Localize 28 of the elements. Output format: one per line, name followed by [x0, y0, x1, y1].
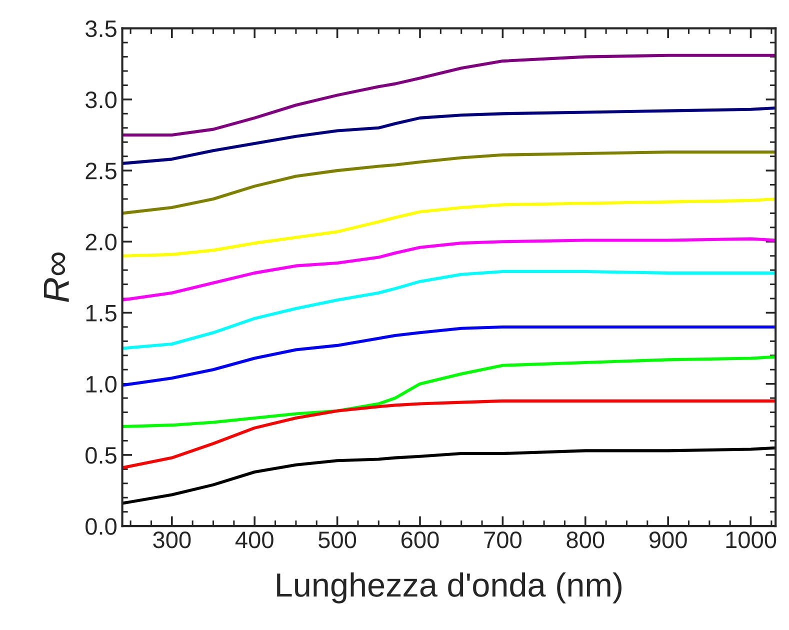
y-tick-label: 0.5 — [86, 447, 116, 464]
y-tick-label: 2.5 — [86, 162, 116, 180]
y-tick-label: 3.0 — [86, 92, 117, 108]
line-series — [122, 325, 776, 387]
x-axis-title: Lunghezza d'onda (nm) — [277, 572, 622, 604]
line-series — [122, 446, 776, 505]
line-series — [122, 237, 776, 302]
x-tick-label: 900 — [649, 532, 687, 548]
y-tick-label: 3.5 — [86, 20, 116, 38]
x-tick-label: 600 — [402, 532, 439, 548]
x-tick-label: 500 — [318, 532, 356, 548]
x-tick-label: 400 — [235, 532, 274, 548]
x-tick-label: 300 — [153, 532, 191, 548]
y-axis-title: R∞ — [44, 252, 69, 302]
line-series — [122, 270, 776, 350]
y-tick-label: 0.0 — [86, 518, 117, 535]
line-series — [122, 399, 776, 470]
x-tick-label: 800 — [566, 532, 604, 548]
line-series — [122, 106, 776, 165]
y-tick-label: 1.5 — [86, 305, 116, 322]
x-tick-label: 1000 — [726, 532, 776, 548]
y-tick-label: 1.0 — [86, 376, 117, 393]
line-series — [122, 355, 776, 428]
x-tick-label: 700 — [484, 532, 522, 548]
line-series — [122, 54, 776, 137]
line-series — [122, 197, 776, 258]
y-tick-label: 2.0 — [86, 234, 117, 250]
line-series — [122, 150, 776, 215]
